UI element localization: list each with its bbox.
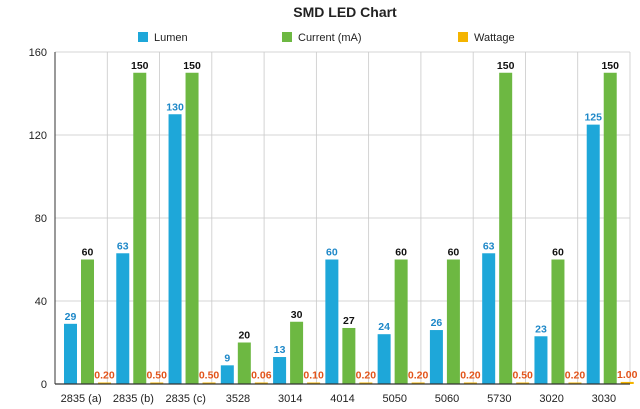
- data-label: 150: [601, 60, 619, 72]
- bar-wattage: [202, 382, 216, 384]
- bar-current-ma: [237, 342, 251, 384]
- legend-label: Current (mA): [298, 32, 362, 44]
- bar-current-ma: [290, 321, 304, 384]
- data-label: 0.06: [251, 370, 272, 382]
- bar-wattage: [150, 382, 164, 384]
- y-tick-label: 160: [29, 47, 47, 59]
- x-axis: 2835 (a) 2835 (b) 2835 (c) 3528 3014 4014 5050…: [55, 383, 630, 405]
- y-tick-label: 120: [29, 130, 47, 142]
- data-label: 150: [183, 60, 201, 72]
- bar-lumen: [482, 253, 496, 384]
- data-label: 60: [82, 247, 94, 259]
- data-label: 1.00: [617, 369, 638, 381]
- data-label: 0.50: [512, 370, 533, 382]
- y-tick-label: 0: [41, 379, 47, 391]
- data-label: 26: [431, 317, 443, 329]
- bars: [64, 72, 634, 384]
- x-tick-label: 3528: [226, 393, 250, 405]
- x-tick-label: 5060: [435, 393, 459, 405]
- gridlines: [54, 51, 631, 384]
- bar-wattage: [463, 382, 477, 384]
- data-labels: 29 60 0.20 63 150 0.50 130 150 0.50 9 20 0.06 13 30 0.…: [65, 60, 638, 382]
- legend-label: Wattage: [474, 32, 515, 44]
- data-label: 24: [378, 321, 390, 333]
- data-label: 150: [497, 60, 515, 72]
- bar-current-ma: [394, 259, 408, 384]
- bar-current-ma: [81, 259, 94, 384]
- bar-lumen: [220, 365, 234, 384]
- data-label: 0.20: [460, 370, 481, 382]
- data-label: 30: [291, 309, 303, 321]
- chart-title: SMD LED Chart: [293, 4, 397, 20]
- data-label: 130: [166, 101, 184, 113]
- data-label: 0.20: [408, 370, 429, 382]
- x-tick-label: 3020: [539, 393, 563, 405]
- bar-current-ma: [603, 72, 617, 384]
- x-tick-label: 4014: [330, 393, 354, 405]
- data-label: 63: [117, 240, 129, 252]
- bar-lumen: [325, 259, 339, 384]
- data-label: 0.20: [356, 370, 377, 382]
- bar-wattage: [568, 382, 582, 384]
- bar-current-ma: [342, 327, 356, 384]
- bar-lumen: [273, 357, 287, 384]
- bar-wattage: [307, 382, 321, 384]
- bar-current-ma: [185, 72, 199, 384]
- data-label: 60: [326, 247, 338, 259]
- x-tick-label: 2835 (a): [61, 393, 102, 405]
- bar-lumen: [429, 330, 443, 384]
- data-label: 60: [552, 247, 564, 259]
- bar-wattage: [254, 382, 268, 384]
- bar-wattage: [98, 382, 111, 384]
- bar-wattage: [359, 382, 373, 384]
- y-tick-label: 40: [35, 296, 47, 308]
- bar-lumen: [168, 114, 182, 384]
- y-tick-label: 80: [35, 213, 47, 225]
- x-tick-label: 2835 (c): [166, 393, 206, 405]
- data-label: 63: [483, 240, 495, 252]
- data-label: 0.10: [303, 370, 324, 382]
- bar-wattage: [411, 382, 425, 384]
- bar-lumen: [534, 336, 548, 384]
- legend-swatch: [458, 32, 468, 42]
- bar-lumen: [377, 334, 391, 384]
- data-label: 125: [584, 112, 602, 124]
- data-label: 0.50: [147, 370, 168, 382]
- data-label: 60: [448, 247, 460, 259]
- data-label: 150: [131, 60, 149, 72]
- legend-swatch: [138, 32, 148, 42]
- data-label: 27: [343, 315, 355, 327]
- data-label: 20: [238, 330, 250, 342]
- x-tick-label: 3014: [278, 393, 302, 405]
- legend-label: Lumen: [154, 32, 188, 44]
- bar-wattage: [620, 381, 634, 384]
- bar-lumen: [64, 323, 77, 384]
- bar-current-ma: [446, 259, 460, 384]
- bar-wattage: [516, 382, 530, 384]
- data-label: 23: [535, 323, 547, 335]
- bar-current-ma: [133, 72, 147, 384]
- data-label: 13: [274, 344, 286, 356]
- data-label: 60: [395, 247, 407, 259]
- bar-current-ma: [499, 72, 513, 384]
- bar-lumen: [116, 253, 130, 384]
- bar-current-ma: [551, 259, 565, 384]
- x-tick-label: 2835 (b): [113, 393, 154, 405]
- data-label: 9: [224, 352, 230, 364]
- x-tick-label: 3030: [592, 393, 616, 405]
- data-label: 0.20: [565, 370, 586, 382]
- x-tick-label: 5730: [487, 393, 511, 405]
- data-label: 0.50: [199, 370, 220, 382]
- x-tick-label: 5050: [383, 393, 407, 405]
- legend: Lumen Current (mA) Wattage: [138, 32, 515, 44]
- data-label: 0.20: [94, 370, 115, 382]
- bar-lumen: [586, 124, 600, 384]
- data-label: 29: [65, 311, 77, 323]
- legend-swatch: [282, 32, 292, 42]
- y-axis: 0 40 80 120 160: [29, 47, 56, 391]
